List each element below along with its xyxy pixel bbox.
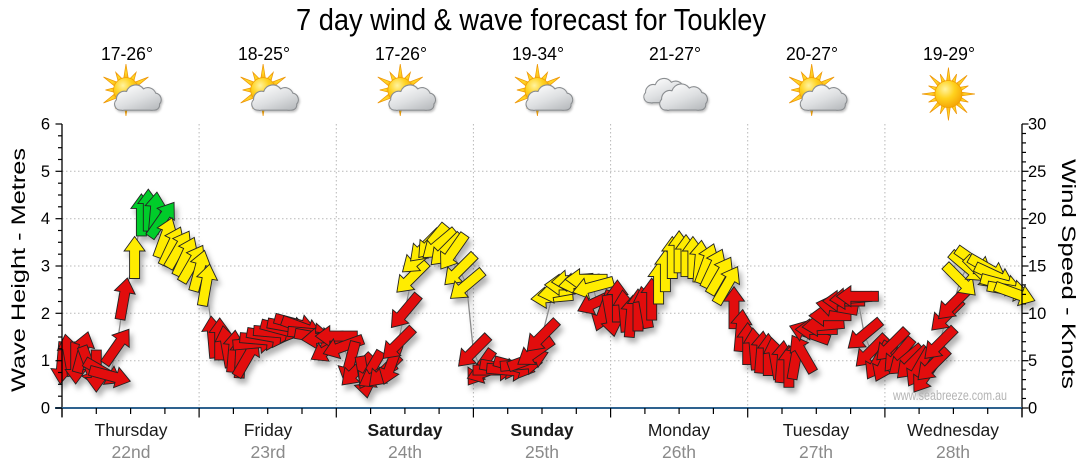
svg-text:28th: 28th [936, 442, 970, 462]
svg-text:18-25°: 18-25° [238, 44, 290, 64]
svg-text:4: 4 [41, 210, 50, 228]
svg-text:15: 15 [1028, 258, 1046, 276]
svg-text:Thursday: Thursday [95, 420, 168, 440]
svg-text:20-27°: 20-27° [786, 44, 838, 64]
svg-text:23rd: 23rd [250, 442, 285, 462]
svg-text:22nd: 22nd [112, 442, 151, 462]
svg-text:5: 5 [41, 163, 50, 181]
svg-text:17-26°: 17-26° [375, 44, 427, 64]
svg-text:Wednesday: Wednesday [907, 420, 999, 440]
svg-text:10: 10 [1028, 305, 1046, 323]
svg-text:27th: 27th [799, 442, 833, 462]
svg-text:www.seabreeze.com.au: www.seabreeze.com.au [892, 388, 1007, 403]
svg-text:6: 6 [41, 116, 50, 134]
svg-text:Wind Speed - Knots: Wind Speed - Knots [1057, 159, 1079, 389]
svg-text:Friday: Friday [244, 420, 293, 440]
svg-text:Wave Height - Metres: Wave Height - Metres [8, 148, 30, 392]
svg-text:26th: 26th [662, 442, 696, 462]
svg-text:Monday: Monday [648, 420, 711, 440]
svg-text:0: 0 [41, 400, 50, 418]
svg-text:21-27°: 21-27° [649, 44, 701, 64]
svg-text:2: 2 [41, 305, 50, 323]
svg-text:19-34°: 19-34° [512, 44, 564, 64]
svg-text:0: 0 [1028, 400, 1037, 418]
svg-text:7 day wind & wave forecast for: 7 day wind & wave forecast for Toukley [296, 2, 766, 37]
svg-text:25th: 25th [525, 442, 559, 462]
svg-text:25: 25 [1028, 163, 1046, 181]
svg-text:17-26°: 17-26° [101, 44, 153, 64]
svg-text:3: 3 [41, 258, 50, 276]
svg-text:Sunday: Sunday [510, 420, 573, 440]
svg-text:Saturday: Saturday [368, 420, 443, 440]
svg-text:19-29°: 19-29° [923, 44, 975, 64]
svg-text:5: 5 [1028, 352, 1037, 370]
svg-text:24th: 24th [388, 442, 422, 462]
svg-text:Tuesday: Tuesday [783, 420, 850, 440]
svg-text:1: 1 [41, 352, 50, 370]
svg-text:30: 30 [1028, 116, 1046, 134]
svg-text:20: 20 [1028, 210, 1046, 228]
